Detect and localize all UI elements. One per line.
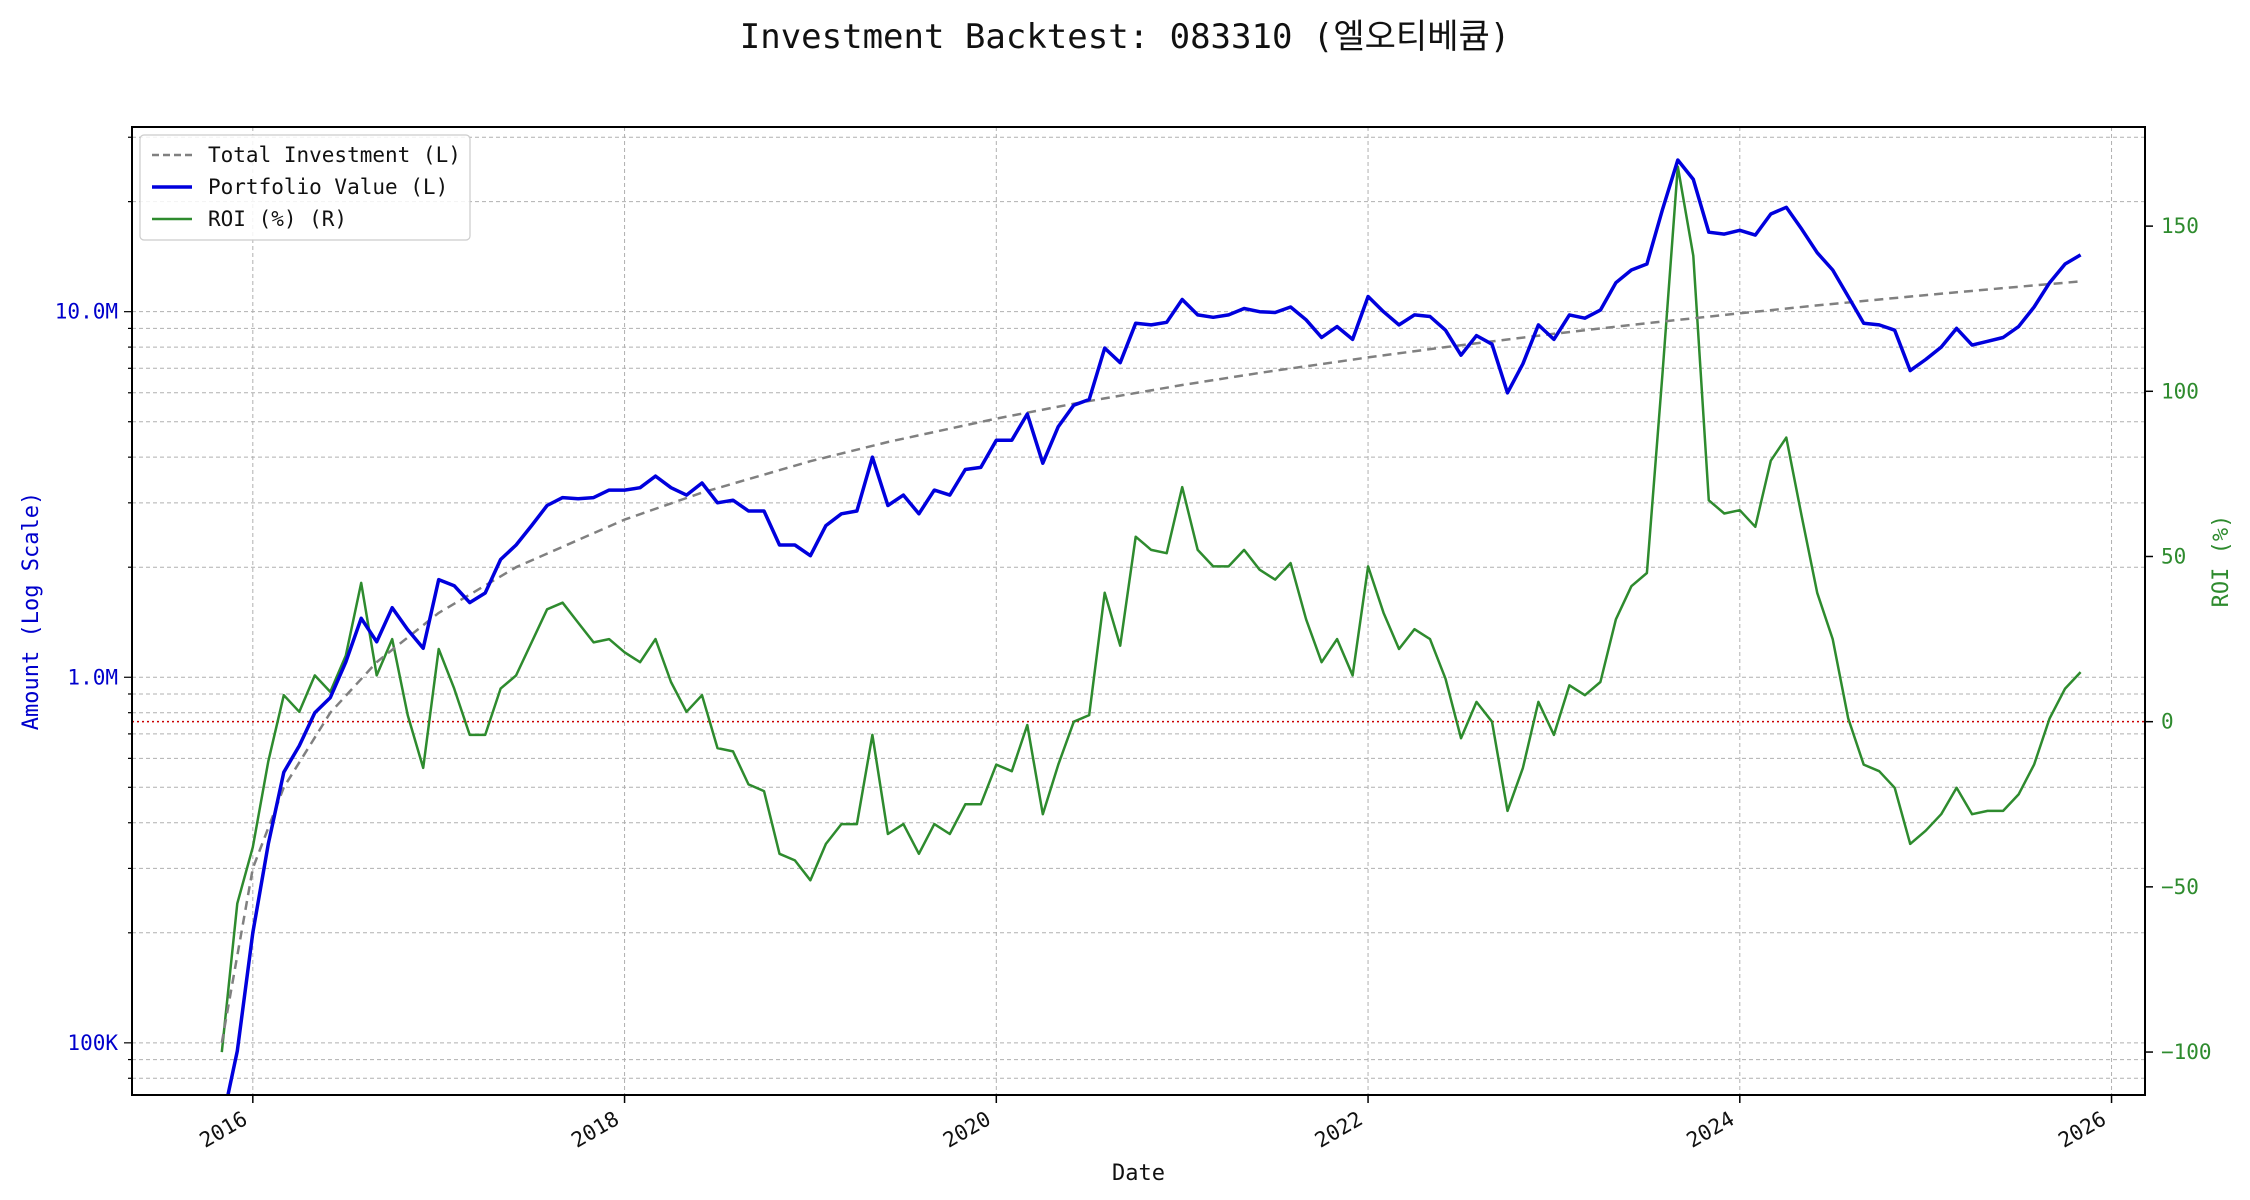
y-left-tick-label: 10.0M — [55, 300, 118, 324]
y-right-tick-label: 100 — [2161, 379, 2199, 403]
x-axis-label: Date — [1112, 1161, 1165, 1186]
y-axis-left-label: Amount (Log Scale) — [19, 492, 44, 730]
legend-box — [139, 134, 471, 241]
plot-frame — [131, 126, 2146, 1096]
y-right-tick-label: 0 — [2161, 710, 2174, 734]
portfolio-value-line — [226, 158, 2082, 1095]
y-right-tick-label: −100 — [2161, 1040, 2212, 1064]
x-tick-label: 2018 — [567, 1107, 623, 1153]
legend: Total Investment (L) Portfolio Value (L) R… — [139, 134, 471, 241]
axes-layer: 2016 2018 2020 2022 2024 2026 100K 1.0M 10.0M −10… — [55, 136, 2212, 1153]
y-left-tick-label: 1.0M — [67, 665, 118, 689]
total-investment-line — [220, 280, 2081, 1044]
y-right-tick-label: 150 — [2161, 214, 2199, 238]
x-tick-label: 2026 — [2054, 1107, 2110, 1153]
grid-layer — [132, 127, 2145, 1095]
y-right-tick-label: −50 — [2161, 875, 2199, 899]
y-axis-right-label: ROI (%) — [2209, 515, 2234, 608]
roi-line — [220, 165, 2082, 1053]
x-tick-label: 2022 — [1311, 1107, 1367, 1153]
series-layer — [220, 158, 2082, 1095]
legend-label: Portfolio Value (L) — [208, 175, 448, 199]
x-tick-label: 2016 — [196, 1107, 252, 1153]
legend-label: Total Investment (L) — [208, 143, 461, 167]
x-tick-label: 2020 — [939, 1107, 995, 1153]
legend-label: ROI (%) (R) — [208, 207, 347, 231]
y-right-tick-label: 50 — [2161, 544, 2186, 568]
x-tick-label: 2024 — [1682, 1107, 1738, 1153]
y-left-tick-label: 100K — [67, 1031, 118, 1055]
chart-title: Investment Backtest: 083310 (엘오티베큠) — [740, 17, 1511, 57]
